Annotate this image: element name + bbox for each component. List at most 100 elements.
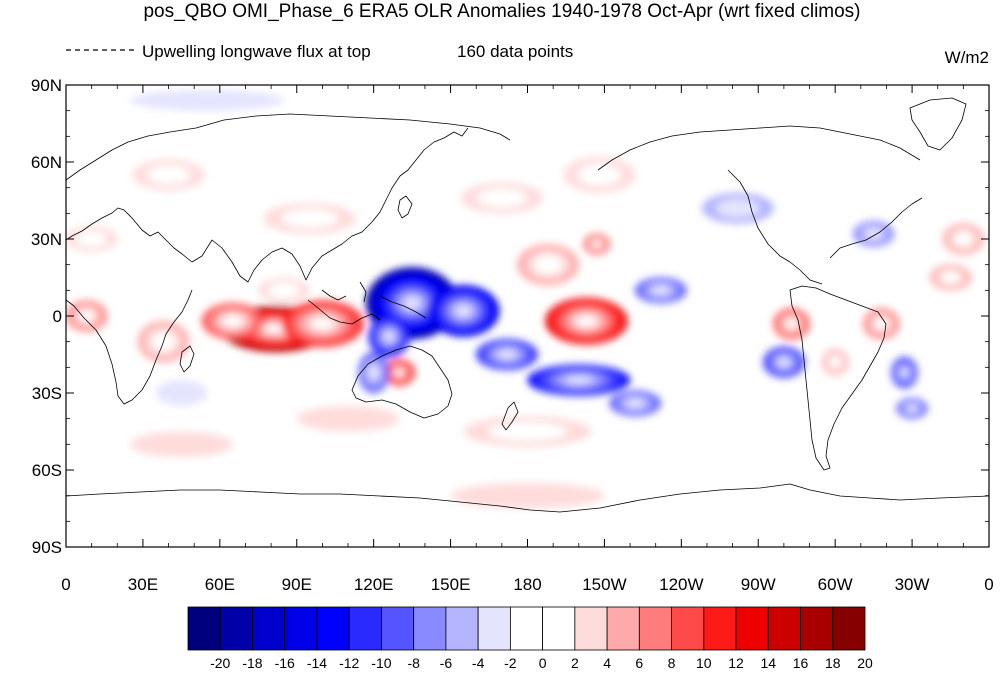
anomaly-cell-5-6 (396, 369, 403, 376)
coastline-antarctica (66, 483, 989, 513)
anomaly-cell-22-2 (829, 356, 841, 368)
anomaly-cell-25-2 (941, 271, 960, 284)
anomaly-cell-7-6 (455, 305, 471, 317)
colorbar-label: -6 (440, 655, 453, 671)
colorbar-label: 0 (539, 655, 547, 671)
anomaly-cell-17-4 (786, 319, 797, 329)
colorbar-swatch (767, 606, 801, 651)
axis-ticks: 0 30E 60E 90E 120E 150E 180 150W 120W 90W 60W 30W 0 9… (31, 76, 994, 594)
anomaly-cell-32-1 (75, 231, 108, 247)
colorbar-swatch (509, 606, 544, 651)
anomaly-cell-30-1 (268, 282, 300, 299)
anomaly-cell-36-0 (450, 482, 605, 509)
y-tick-label: 30N (31, 230, 62, 249)
colorbar-label: 14 (760, 655, 776, 671)
colorbar-label: 4 (603, 655, 611, 671)
x-tick-label: 180 (513, 575, 541, 594)
anomaly-cell-27-1 (577, 163, 622, 186)
anomaly-cell-29-1 (281, 208, 338, 228)
colorbar-label: 12 (728, 655, 744, 671)
anomaly-cell-14-2 (534, 255, 562, 274)
colorbar-swatch (542, 606, 576, 651)
y-tick-label: 0 (53, 307, 62, 326)
coastline-north-america (597, 125, 923, 285)
coastline-south-america (789, 285, 887, 471)
anomaly-cell-26-1 (715, 198, 760, 218)
colorbar-swatch (187, 606, 221, 651)
y-tick-label: 60N (31, 153, 62, 172)
x-tick-label: 90E (282, 575, 312, 594)
anomaly-cell-8-5 (384, 331, 395, 342)
colorbar-swatch (477, 606, 511, 651)
units-label: W/m2 (945, 48, 989, 67)
coastline-australia (351, 345, 453, 419)
anomaly-cell-38-0 (155, 380, 208, 406)
anomaly-cell-23-2 (864, 228, 883, 240)
coastline-africa-east (66, 289, 193, 405)
anomaly-cell-2-4 (223, 316, 242, 327)
x-tick-label: 150E (431, 575, 471, 594)
colorbar-label: 20 (857, 655, 873, 671)
colorbar-label: -8 (407, 655, 420, 671)
coastline-japan (397, 195, 413, 219)
coastlines (66, 97, 989, 513)
anomaly-cell-16-3 (651, 285, 670, 295)
colorbar-swatch (252, 606, 286, 651)
anomaly-blob-group (66, 90, 984, 509)
colorbar-label: -20 (210, 655, 230, 671)
x-tick-label: 0 (984, 575, 993, 594)
colorbar-label: -16 (275, 655, 295, 671)
anomaly-cell-35-0 (130, 431, 233, 458)
anomaly-cell-18-4 (778, 357, 790, 367)
colorbar-label: -2 (504, 655, 517, 671)
anomaly-cell-15-4 (593, 241, 601, 248)
coastline-arctic-eurasia (66, 113, 511, 181)
anomaly-cell-37-0 (130, 90, 284, 111)
x-tick-label: 0 (61, 575, 70, 594)
x-tick-label: 120W (659, 575, 703, 594)
colorbar-label: 6 (635, 655, 643, 671)
colorbar-label: -14 (307, 655, 327, 671)
anomaly-cell-24-2 (954, 232, 973, 246)
anomaly-cell-0-8 (266, 324, 286, 333)
colorbar-label: 18 (825, 655, 841, 671)
x-tick-label: 90W (741, 575, 776, 594)
anomaly-cell-28-1 (476, 188, 528, 208)
anomaly-cell-33-1 (488, 422, 567, 441)
coastline-new-zealand (501, 401, 519, 431)
y-tick-label: 90N (31, 76, 62, 95)
subtitle-left: Upwelling longwave flux at top (142, 42, 371, 61)
colorbar-label: -18 (242, 655, 262, 671)
coastline-maritime-continent (307, 281, 427, 325)
colorbar-swatch (703, 606, 737, 651)
x-tick-label: 150W (582, 575, 626, 594)
colorbar-swatch (413, 606, 447, 651)
anomaly-cell-31-1 (146, 165, 191, 185)
colorbar-swatch (832, 606, 866, 651)
colorbar-swatch (800, 606, 834, 651)
x-tick-label: 30E (128, 575, 158, 594)
colorbar-swatch (671, 606, 705, 651)
colorbar-swatch (381, 606, 415, 651)
colorbar-label: 16 (793, 655, 809, 671)
anomaly-cell-6-8 (404, 297, 420, 310)
colorbar-swatch (284, 606, 318, 651)
colorbar-swatch (316, 606, 350, 651)
x-tick-label: 60E (205, 575, 235, 594)
coastline-greenland (909, 97, 967, 151)
colorbar-label: -4 (472, 655, 485, 671)
y-tick-label: 30S (32, 384, 62, 403)
y-tick-label: 90S (32, 538, 62, 557)
colorbar: -20 -18 -16 -14 -12 -10 -8 -6 -4 -2 0 2 4 6 8 10 12 14 16 1… (187, 606, 873, 671)
colorbar-label: -10 (371, 655, 391, 671)
anomaly-cell-13-6 (577, 316, 596, 326)
anomaly-cell-21-3 (906, 404, 918, 412)
anomaly-cell-12-3 (626, 398, 645, 408)
colorbar-label: -12 (339, 655, 359, 671)
x-tick-label: 120E (354, 575, 394, 594)
map-plot-area: 0 30E 60E 90E 120E 150E 180 150W 120W 90W 60W 30W 0 9… (31, 76, 994, 594)
anomaly-cell-9-3 (368, 365, 380, 380)
x-tick-label: 60W (818, 575, 853, 594)
anomaly-cell-10-4 (498, 350, 516, 359)
